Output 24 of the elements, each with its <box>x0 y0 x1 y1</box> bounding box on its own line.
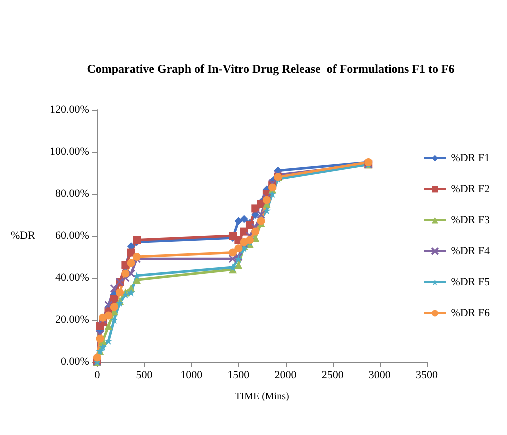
x-tick-label: 2000 <box>274 370 298 382</box>
y-tick-label: 100.00% <box>50 146 90 158</box>
legend-label: %DR F3 <box>451 214 490 226</box>
y-tick-label: 0.00% <box>61 356 90 368</box>
legend-label: %DR F5 <box>451 276 490 288</box>
x-axis-title: TIME (Mins) <box>235 392 290 402</box>
legend-label: %DR F4 <box>451 246 490 258</box>
x-tick-label: 1000 <box>180 370 204 382</box>
x-tick-label: 3000 <box>368 370 392 382</box>
y-tick-label: 120.00% <box>50 104 90 116</box>
x-tick-label: 3500 <box>416 370 438 382</box>
legend-label: %DR F1 <box>451 152 490 164</box>
y-axis-title: %DR <box>10 230 36 242</box>
x-tick-label: 2500 <box>322 370 344 382</box>
legend-label: %DR F2 <box>451 184 490 196</box>
legend-label: %DR F6 <box>451 308 490 320</box>
y-tick-label: 40.00% <box>56 272 90 284</box>
x-tick-label: 500 <box>136 370 154 382</box>
y-tick-label: 20.00% <box>56 314 90 326</box>
y-tick-label: 60.00% <box>56 230 90 242</box>
chart-title: Comparative Graph of In-Vitro Drug Release of Formulations F1 to F6 <box>87 62 455 76</box>
x-tick-label: 0 <box>94 370 101 382</box>
x-tick-label: 1500 <box>228 370 250 382</box>
y-tick-label: 80.00% <box>56 188 90 200</box>
